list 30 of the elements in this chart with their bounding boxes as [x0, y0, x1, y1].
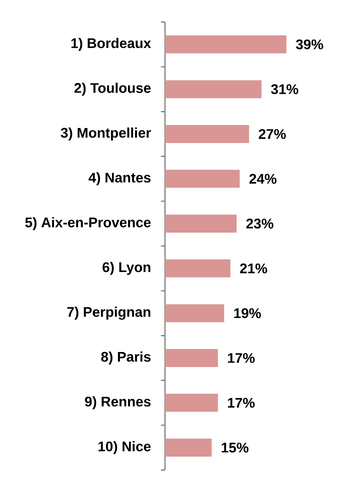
y-tick-label: 4) Nantes: [88, 172, 151, 186]
data-label: 15%: [222, 442, 248, 453]
data-label: 24%: [249, 174, 276, 184]
y-tick-label: 10) Nice: [98, 441, 151, 454]
y-tick-label: 3) Montpellier: [60, 128, 151, 140]
y-tick-label: 6) Lyon: [102, 262, 150, 275]
bar: [165, 394, 218, 412]
bar: [165, 125, 250, 144]
bar: [165, 438, 212, 457]
y-tick-label: 5) Aix-en-Provence: [25, 217, 151, 230]
data-label: 17%: [228, 353, 255, 363]
y-tick-label: 8) Paris: [101, 352, 151, 365]
data-label: 19%: [234, 308, 261, 318]
bar: [165, 349, 218, 368]
data-label: 39%: [296, 39, 324, 50]
bar: [165, 170, 240, 188]
bar: [165, 35, 286, 54]
y-tick-label: 1) Bordeaux: [71, 38, 152, 51]
bar: [165, 259, 230, 278]
y-tick-label: 9) Rennes: [84, 396, 151, 410]
bar: [165, 304, 224, 322]
y-tick-label: 2) Toulouse: [74, 82, 151, 96]
bar: [165, 80, 262, 98]
data-label: 23%: [246, 218, 274, 229]
data-label: 31%: [271, 84, 298, 94]
y-tick-label: 7) Perpignan: [67, 306, 150, 320]
data-label: 17%: [228, 398, 255, 408]
data-label: 21%: [240, 263, 268, 274]
bar: [165, 214, 237, 233]
data-label: 27%: [258, 129, 286, 139]
